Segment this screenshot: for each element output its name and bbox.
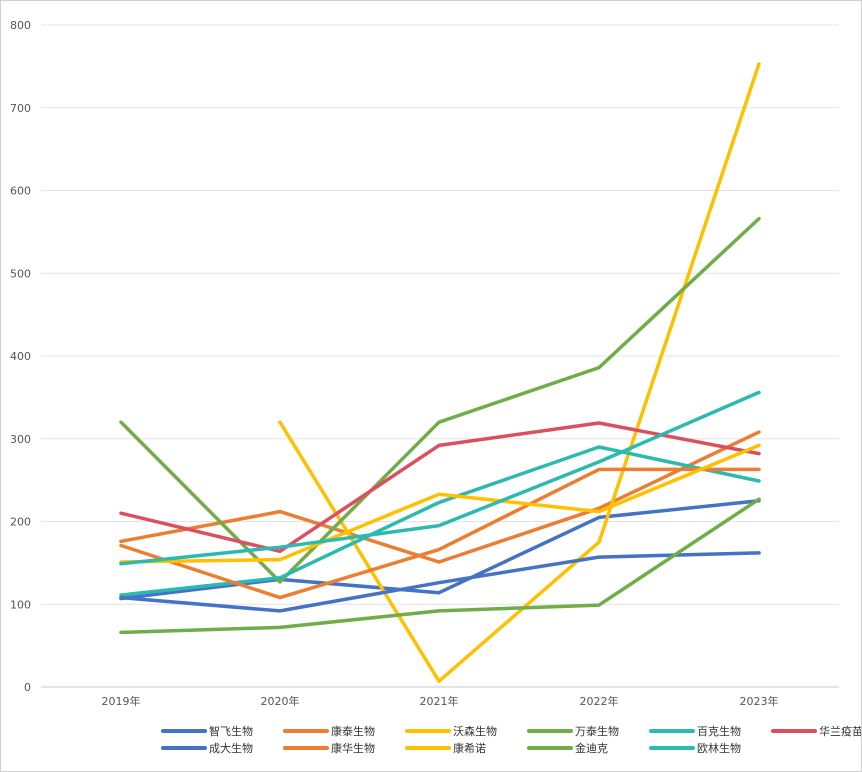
x-tick-label: 2019年	[102, 694, 141, 708]
legend-label: 康泰生物	[331, 724, 375, 738]
gridlines	[41, 24, 839, 688]
series-line-5	[119, 421, 761, 554]
x-tick-label: 2020年	[261, 694, 300, 708]
y-tick-label: 0	[24, 681, 31, 694]
series-line-1	[119, 430, 761, 564]
series-line-0	[119, 499, 761, 601]
legend-label: 金迪克	[575, 741, 608, 755]
series-line-8	[119, 443, 761, 564]
legend-label: 欧林生物	[697, 741, 741, 755]
series-line-9	[119, 497, 761, 635]
legend-label: 成大生物	[209, 741, 253, 755]
y-tick-label: 400	[10, 350, 31, 363]
legend-label: 华兰疫苗	[819, 724, 861, 738]
series-line-7	[119, 467, 761, 600]
legend-label: 万泰生物	[575, 724, 619, 738]
legend-label: 康华生物	[331, 741, 375, 755]
y-tick-label: 100	[10, 598, 31, 611]
legend-label: 沃森生物	[453, 724, 497, 738]
x-tick-label: 2023年	[740, 694, 779, 708]
legend-label: 百克生物	[697, 724, 741, 738]
y-tick-label: 300	[10, 433, 31, 446]
series-line-4	[119, 445, 761, 597]
legend-label: 智飞生物	[209, 724, 253, 738]
x-tick-label: 2021年	[420, 694, 459, 708]
x-axis-ticks: 2019年 2020年 2021年 2022年 2023年	[102, 694, 779, 708]
y-tick-label: 200	[10, 516, 31, 529]
y-tick-label: 600	[10, 185, 31, 198]
series-lines	[119, 62, 761, 683]
series-line-2	[278, 62, 761, 683]
legend-label: 康希诺	[453, 741, 486, 755]
x-tick-label: 2022年	[580, 694, 619, 708]
series-line-3	[119, 216, 761, 584]
y-tick-label: 700	[10, 102, 31, 115]
y-tick-label: 500	[10, 267, 31, 280]
y-axis-ticks: 0 100 200 300 400 500 600 700 800	[10, 19, 31, 694]
y-tick-label: 800	[10, 19, 31, 32]
series-line-6	[119, 551, 761, 613]
series-line-10	[119, 390, 761, 566]
